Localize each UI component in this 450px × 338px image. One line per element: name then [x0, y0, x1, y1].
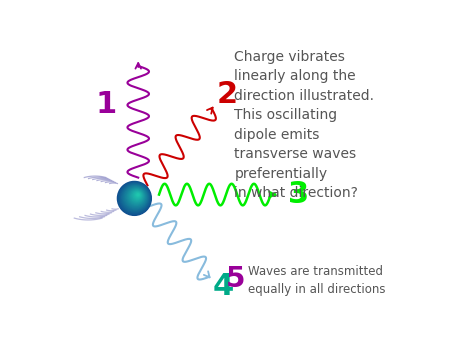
Text: 4: 4 [212, 272, 234, 300]
Circle shape [127, 188, 145, 206]
Circle shape [120, 183, 150, 213]
Circle shape [129, 189, 144, 204]
Text: Waves are transmitted
equally in all directions: Waves are transmitted equally in all dir… [248, 265, 386, 296]
Circle shape [126, 187, 146, 207]
Circle shape [119, 183, 150, 214]
Circle shape [130, 189, 144, 203]
Circle shape [134, 192, 141, 199]
Circle shape [132, 191, 142, 200]
Circle shape [126, 187, 146, 206]
Circle shape [135, 193, 140, 197]
Text: 3: 3 [288, 180, 309, 209]
Circle shape [128, 188, 144, 204]
Text: 1: 1 [95, 90, 117, 119]
Circle shape [118, 182, 151, 215]
Text: Charge vibrates
linearly along the
direction illustrated.
This oscillating
dipol: Charge vibrates linearly along the direc… [234, 50, 374, 200]
Circle shape [121, 184, 149, 212]
Circle shape [125, 186, 147, 208]
Circle shape [122, 185, 148, 211]
Circle shape [131, 190, 143, 201]
Circle shape [123, 185, 148, 210]
Circle shape [136, 193, 140, 196]
Circle shape [137, 194, 139, 196]
Circle shape [135, 192, 140, 198]
Circle shape [117, 182, 151, 215]
Circle shape [122, 184, 148, 211]
Text: 5: 5 [226, 265, 246, 293]
Circle shape [130, 190, 143, 202]
Circle shape [133, 191, 141, 200]
Circle shape [124, 186, 147, 209]
Text: 2: 2 [216, 80, 238, 109]
